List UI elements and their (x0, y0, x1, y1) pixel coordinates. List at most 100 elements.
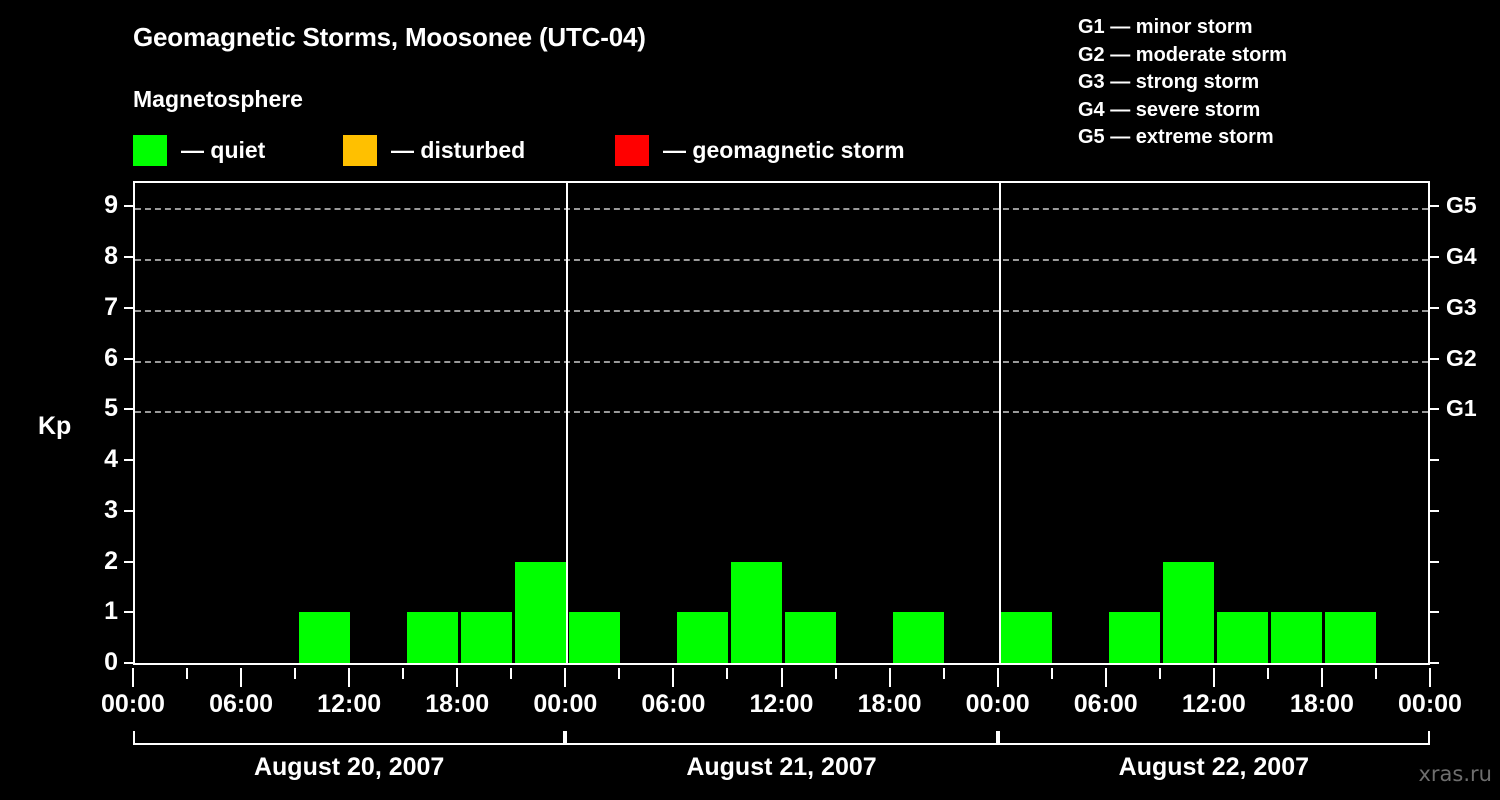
x-tick-minor (294, 668, 297, 679)
x-tick-major (456, 668, 459, 687)
x-tick-label: 06:00 (209, 690, 274, 718)
x-tick-minor (1050, 668, 1053, 679)
y-tick-label-6: 6 (104, 343, 118, 372)
legend-item-quiet: — quiet (133, 133, 265, 167)
bar (1163, 561, 1215, 663)
y-tick-label-9: 9 (104, 191, 118, 220)
gscale-line-1: G1 — minor storm (1078, 16, 1253, 38)
bar (514, 561, 566, 663)
bar (1109, 612, 1161, 663)
right-tick-kp-8 (1430, 256, 1439, 259)
x-tick-major (1429, 668, 1431, 687)
x-tick-major (672, 668, 675, 687)
x-tick-label: 18:00 (1289, 690, 1354, 718)
right-tick-kp-5 (1430, 408, 1439, 411)
x-tick-label: 18:00 (857, 690, 922, 718)
gscale-line-2: G2 — moderate storm (1078, 43, 1287, 66)
magnetosphere-section-label: Magnetosphere (133, 86, 303, 112)
right-axis-label-G2: G2 (1446, 344, 1477, 371)
x-tick-label: 12:00 (1181, 690, 1246, 718)
x-tick-major (132, 668, 134, 687)
x-tick-minor (834, 668, 837, 679)
gscale-line-4: G4 — severe storm (1078, 98, 1261, 121)
legend-swatch-disturbed-icon (343, 134, 377, 166)
x-tick-label: 12:00 (317, 690, 382, 718)
bar (406, 612, 458, 663)
legend-label-quiet: — quiet (181, 136, 266, 163)
x-tick-major (888, 668, 891, 687)
date-label: August 20, 2007 (253, 753, 445, 781)
right-tick-kp-3 (1430, 509, 1439, 512)
date-bracket (565, 731, 998, 745)
x-tick-major (1320, 668, 1323, 687)
right-tick-kp-2 (1430, 560, 1439, 563)
gridline-kp-7 (135, 309, 1428, 312)
bar (676, 612, 728, 663)
x-tick-major (996, 668, 999, 687)
bar (568, 612, 620, 663)
y-tick-3 (124, 509, 133, 512)
bar (730, 561, 782, 663)
x-tick-minor (1266, 668, 1269, 679)
x-tick-major (780, 668, 783, 687)
x-tick-minor (510, 668, 513, 679)
gridline-kp-9 (135, 208, 1428, 211)
bar (1001, 612, 1053, 663)
x-tick-minor (186, 668, 189, 679)
right-axis-label-G4: G4 (1446, 243, 1477, 270)
bar (460, 612, 512, 663)
y-tick-8 (124, 256, 133, 259)
y-tick-label-1: 1 (104, 597, 118, 626)
bar (1271, 612, 1323, 663)
right-axis-label-G5: G5 (1446, 192, 1477, 219)
day-separator (998, 183, 1001, 663)
date-label: August 21, 2007 (686, 753, 877, 781)
y-tick-label-0: 0 (104, 648, 118, 676)
x-tick-label: 18:00 (425, 690, 490, 718)
legend-item-disturbed: — disturbed (343, 133, 525, 167)
right-tick-kp-6 (1430, 357, 1439, 360)
y-tick-1 (124, 611, 133, 614)
page-title: Geomagnetic Storms, Moosonee (UTC-04) (133, 22, 646, 52)
gscale-line-5: G5 — extreme storm (1078, 126, 1274, 148)
x-tick-minor (726, 668, 729, 679)
right-tick-kp-9 (1430, 205, 1439, 208)
y-tick-label-5: 5 (104, 394, 118, 423)
bar (1325, 612, 1377, 663)
day-separator (566, 183, 569, 663)
x-tick-label: 12:00 (749, 690, 814, 718)
x-tick-minor (942, 668, 945, 679)
gridline-kp-8 (135, 259, 1428, 262)
gscale-line-3: G3 — strong storm (1078, 71, 1260, 93)
y-tick-label-4: 4 (104, 445, 118, 474)
x-tick-label: 00:00 (101, 690, 165, 718)
legend-label-disturbed: — disturbed (391, 136, 526, 163)
x-tick-major (564, 668, 567, 687)
x-tick-minor (1158, 668, 1161, 679)
y-tick-label-7: 7 (104, 292, 118, 321)
bar (893, 612, 945, 663)
y-tick-label-8: 8 (104, 242, 118, 271)
x-tick-minor (402, 668, 405, 679)
y-tick-5 (124, 408, 133, 411)
y-tick-7 (124, 306, 133, 309)
bar (298, 612, 350, 663)
y-tick-6 (124, 357, 133, 360)
gridline-kp-5 (135, 411, 1428, 414)
right-axis-label-G1: G1 (1446, 395, 1477, 422)
gridline-kp-6 (135, 360, 1428, 363)
x-tick-label: 06:00 (641, 690, 706, 718)
y-axis-title: Kp (38, 412, 72, 440)
date-bracket (997, 731, 1430, 745)
legend-label-storm: — geomagnetic storm (663, 136, 905, 163)
x-tick-minor (1374, 668, 1377, 679)
y-tick-4 (124, 459, 133, 462)
date-label: August 22, 2007 (1118, 753, 1310, 781)
x-tick-major (348, 668, 351, 687)
right-axis-label-G3: G3 (1446, 293, 1477, 320)
x-tick-major (1212, 668, 1215, 687)
x-tick-label: 06:00 (1073, 690, 1138, 718)
x-tick-major (240, 668, 243, 687)
plot-area (133, 181, 1430, 665)
